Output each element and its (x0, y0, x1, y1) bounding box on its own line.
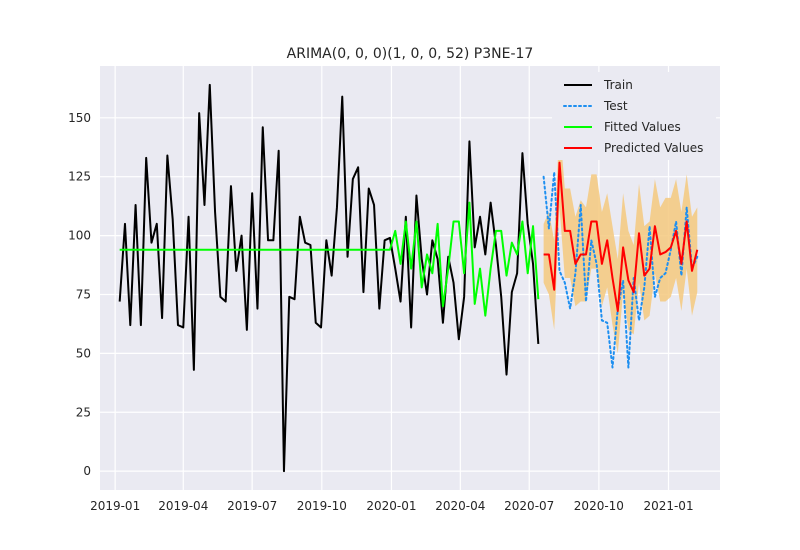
x-tick-label: 2020-07 (504, 499, 554, 513)
y-tick-label: 125 (68, 170, 91, 184)
y-tick-label: 150 (68, 111, 91, 125)
y-axis-ticks: 0 25 50 75 100 125 150 (68, 111, 91, 478)
legend-label: Train (603, 78, 633, 92)
y-tick-label: 100 (68, 229, 91, 243)
series-line-train (118, 83, 540, 473)
confidence-band (543, 122, 698, 354)
y-tick-label: 50 (76, 346, 91, 360)
series-line-predicted-values (543, 161, 699, 312)
chart-title: ARIMA(0, 0, 0)(1, 0, 0, 52) P3NE-17 (287, 46, 534, 62)
x-tick-label: 2019-04 (158, 499, 208, 513)
x-tick-label: 2019-07 (227, 499, 277, 513)
series-layer (118, 83, 699, 473)
legend-label: Test (603, 99, 628, 113)
x-tick-label: 2020-04 (435, 499, 485, 513)
legend-box (552, 72, 716, 160)
x-tick-label: 2019-10 (297, 499, 347, 513)
x-tick-label: 2020-01 (366, 499, 416, 513)
series-line-fitted-values (119, 201, 540, 317)
x-tick-label: 2019-01 (90, 499, 140, 513)
y-tick-label: 0 (83, 464, 91, 478)
confidence-band-layer (543, 122, 698, 354)
y-tick-label: 25 (76, 405, 91, 419)
legend-label: Fitted Values (604, 120, 681, 134)
legend-label: Predicted Values (604, 141, 703, 155)
y-tick-label: 75 (76, 287, 91, 301)
x-tick-label: 2021-01 (643, 499, 693, 513)
x-axis-ticks: 2019-01 2019-04 2019-07 2019-10 2020-01 2020-… (90, 499, 694, 513)
legend: Train Test Fitted Values Predicted Values (552, 72, 716, 160)
x-tick-label: 2020-10 (574, 499, 624, 513)
